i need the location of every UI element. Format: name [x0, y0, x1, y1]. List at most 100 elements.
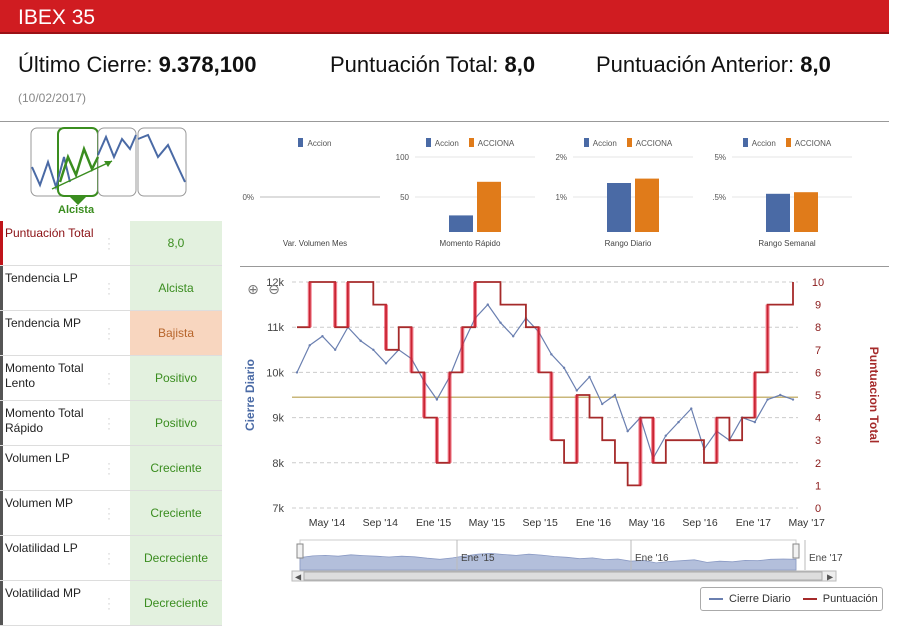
mini-legend-item[interactable]: ACCIONA	[626, 138, 672, 148]
score-change-marker	[574, 395, 579, 463]
drag-handle-icon[interactable]: · · ·	[107, 366, 111, 390]
legend-score[interactable]: Puntuación	[822, 593, 878, 605]
y2-tick-label: 1	[815, 480, 821, 492]
y2-tick-label: 9	[815, 300, 821, 312]
indicator-row: Volatilidad MP · · · Decreciente	[0, 581, 222, 626]
y2-tick-label: 0	[815, 503, 821, 515]
prev-score: Puntuación Anterior: 8,0	[596, 52, 831, 78]
drag-handle-icon[interactable]: · · ·	[107, 501, 111, 525]
mini-legend: Accion ACCIONA	[553, 138, 703, 148]
drag-handle-icon[interactable]: · · ·	[107, 411, 111, 435]
close-point	[372, 348, 375, 351]
last-close: Último Cierre: 9.378,100	[18, 52, 256, 78]
close-point	[512, 335, 515, 338]
mini-legend-item[interactable]: Accion	[425, 138, 459, 148]
close-point	[550, 353, 553, 356]
mini-y-tick: 5%	[714, 153, 726, 162]
y-tick-label: 9k	[272, 413, 284, 425]
close-date: (10/02/2017)	[18, 91, 87, 105]
score-line-swatch	[802, 598, 817, 600]
indicator-value: Creciente	[130, 446, 222, 490]
score-change-marker	[638, 417, 643, 486]
y2-tick-label: 5	[815, 390, 821, 402]
drag-handle-icon[interactable]: · · ·	[107, 591, 111, 615]
indicator-name: Momento Total Rápido	[0, 401, 110, 445]
mini-legend-item[interactable]: ACCIONA	[785, 138, 832, 148]
indicator-row: Momento Total Lento · · · Positivo	[0, 356, 222, 401]
x-tick-label: Ene '17	[736, 517, 771, 529]
mini-legend-item[interactable]: ACCIONA	[468, 138, 514, 148]
drag-handle-icon[interactable]: · · ·	[107, 231, 111, 255]
close-point	[435, 398, 439, 401]
chart-legend: Cierre Diario Puntuación	[700, 587, 883, 611]
indicator-value: Decreciente	[130, 536, 222, 580]
indicator-row: Volumen LP · · · Creciente	[0, 446, 222, 491]
y2-tick-label: 6	[815, 367, 821, 379]
mini-legend: Accion ACCIONA	[395, 138, 545, 148]
mini-bar[interactable]	[477, 181, 501, 232]
scroll-right-icon[interactable]: ▶	[827, 573, 834, 582]
score-change-marker	[473, 282, 478, 328]
mini-legend-item[interactable]: Accion	[583, 138, 617, 148]
prev-score-label: Puntuación Anterior:	[596, 52, 795, 77]
navigator-left-handle[interactable]	[296, 543, 304, 559]
mini-bar[interactable]	[449, 215, 473, 232]
close-point	[359, 339, 362, 342]
mini-legend-item[interactable]: Accion	[742, 138, 776, 148]
mini-y-tick: 50	[400, 193, 409, 202]
total-score-label: Puntuación Total:	[330, 52, 499, 77]
x-tick-label: Ene '16	[576, 517, 611, 529]
scroll-left-icon[interactable]: ◀	[295, 573, 302, 582]
close-point	[321, 335, 324, 338]
score-change-marker	[549, 372, 554, 441]
close-point	[677, 420, 680, 424]
header-bar: IBEX 35	[0, 0, 889, 34]
indicator-row: Volumen MP · · · Creciente	[0, 491, 222, 536]
mini-bar[interactable]	[607, 183, 631, 232]
indicator-value: Creciente	[130, 491, 222, 535]
legend-label: Accion	[434, 139, 459, 148]
y2-tick-label: 4	[815, 413, 821, 425]
mini-chart-svg: 0%	[242, 193, 380, 202]
score-change-marker	[434, 417, 439, 463]
indicator-row: Puntuación Total · · · 8,0	[0, 221, 222, 266]
close-point	[333, 348, 337, 351]
mini-bar[interactable]	[635, 178, 659, 232]
legend-swatch	[626, 138, 632, 147]
zoom-out-icon[interactable]: ⊖	[268, 281, 280, 297]
indicator-value: Alcista	[130, 266, 222, 310]
zoom-in-icon[interactable]: ⊕	[247, 281, 259, 297]
drag-handle-icon[interactable]: · · ·	[107, 546, 111, 570]
indicator-row: Tendencia LP · · · Alcista	[0, 266, 222, 311]
navigator-right-handle[interactable]	[792, 543, 800, 559]
mini-legend-item[interactable]: Accion	[298, 138, 332, 148]
score-change-marker	[447, 372, 452, 463]
x-tick-label: May '16	[629, 517, 666, 529]
y-tick-label: 10k	[266, 367, 284, 379]
mini-bar[interactable]	[766, 193, 790, 232]
scrollbar-thumb[interactable]	[303, 571, 823, 581]
drag-handle-icon[interactable]: · · ·	[107, 276, 111, 300]
y2-axis-title: Puntuacion Total	[867, 347, 881, 443]
drag-handle-icon[interactable]: · · ·	[107, 456, 111, 480]
score-change-marker	[460, 327, 465, 373]
mini-bar[interactable]	[794, 192, 818, 232]
y-tick-label: 8k	[272, 458, 284, 470]
drag-handle-icon[interactable]: · · ·	[107, 321, 111, 345]
legend-label: ACCIONA	[794, 139, 832, 148]
legend-swatch	[742, 138, 748, 147]
indicator-name: Tendencia LP	[0, 266, 110, 310]
mini-x-label: Rango Diario	[604, 239, 652, 248]
indicator-name: Volatilidad MP	[0, 581, 110, 625]
y-tick-label: 7k	[272, 503, 284, 515]
navigator-tick-label: Ene '15	[461, 553, 495, 564]
indicator-row: Volatilidad LP · · · Decreciente	[0, 536, 222, 581]
legend-close[interactable]: Cierre Diario	[729, 593, 791, 605]
close-point	[562, 366, 566, 370]
close-point	[626, 429, 629, 433]
close-point	[779, 393, 782, 397]
close-point	[588, 375, 591, 379]
score-change-marker	[422, 372, 427, 418]
close-point	[295, 371, 299, 374]
